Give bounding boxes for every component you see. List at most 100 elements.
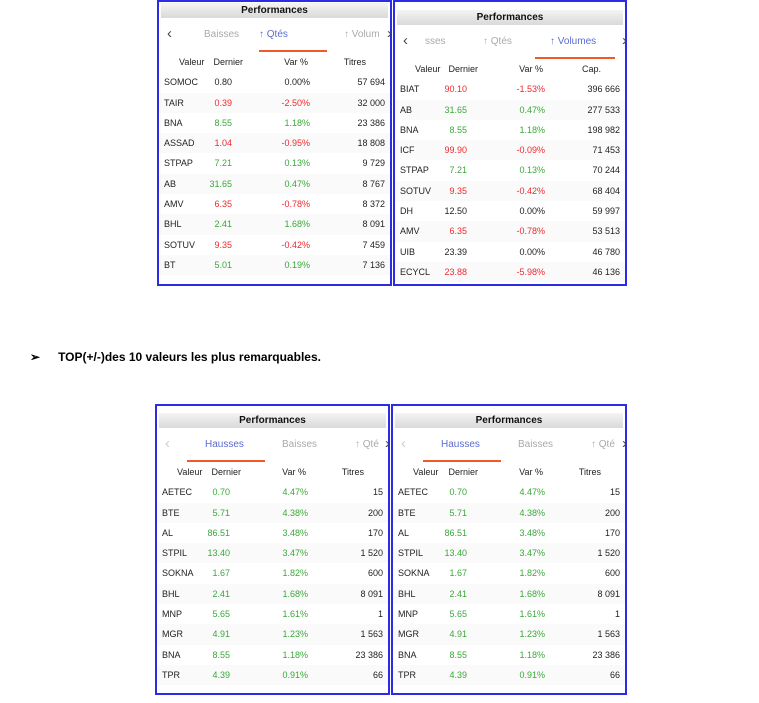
cell-dernier: 8.55 <box>214 117 232 128</box>
table-row[interactable]: SOTUV 9.35 -0.42% 7 459 <box>159 235 390 255</box>
chevron-left-icon[interactable]: ‹ <box>167 25 172 42</box>
cell-valeur: AL <box>398 527 410 538</box>
cell-var: 1.68% <box>519 588 545 599</box>
cell-var: 4.47% <box>519 487 545 498</box>
table-row[interactable]: BIAT 90.10 -1.53% 396 666 <box>395 79 625 99</box>
cell-dernier: 1.67 <box>449 568 467 579</box>
table-row[interactable]: SOKNA 1.67 1.82% 600 <box>157 563 388 583</box>
cell-dernier: 2.41 <box>214 219 232 230</box>
cell-var: 4.38% <box>282 507 308 518</box>
chevron-right-icon[interactable]: › <box>622 435 627 452</box>
table-row[interactable]: AETEC 0.70 4.47% 15 <box>393 482 625 502</box>
tab-1[interactable]: ↑ Qtés <box>483 36 512 47</box>
cell-var: 1.23% <box>519 629 545 640</box>
tab-1[interactable]: Baisses <box>282 439 318 450</box>
performances-panel: Performances ‹ sses ↑ Qtés ↑ Volumes › Valeur D… <box>393 0 627 286</box>
table-row[interactable]: BNA 8.55 1.18% 198 982 <box>395 120 625 140</box>
cell-amount: 600 <box>367 568 383 579</box>
table-row[interactable]: BNA 8.55 1.18% 23 386 <box>157 645 388 665</box>
table-row[interactable]: BHL 2.41 1.68% 8 091 <box>157 583 388 605</box>
table-row[interactable]: STPAP 7.21 0.13% 9 729 <box>159 153 390 173</box>
tab-2[interactable]: ↑ Qté <box>591 439 615 450</box>
table-row[interactable]: AMV 6.35 -0.78% 53 513 <box>395 221 625 242</box>
table-row[interactable]: AB 31.65 0.47% 8 767 <box>159 173 390 195</box>
table-row[interactable]: TAIR 0.39 -2.50% 32 000 <box>159 92 390 113</box>
table-row[interactable]: TPR 4.39 0.91% 66 <box>157 664 388 686</box>
chevron-left-icon[interactable]: ‹ <box>403 32 408 49</box>
table-row[interactable]: AB 31.65 0.47% 277 533 <box>395 99 625 120</box>
cell-var: 1.18% <box>519 124 545 135</box>
table-row[interactable]: BHL 2.41 1.68% 8 091 <box>393 583 625 605</box>
cell-valeur: STPIL <box>162 548 188 559</box>
chevron-right-icon[interactable]: › <box>387 25 392 42</box>
cell-dernier: 1.04 <box>214 138 232 149</box>
cell-valeur: AETEC <box>398 487 429 498</box>
chevron-right-icon[interactable]: › <box>385 435 390 452</box>
tab-0[interactable]: sses <box>425 36 446 47</box>
tab-2[interactable]: ↑ Volumes <box>550 36 597 47</box>
chevron-left-icon[interactable]: ‹ <box>165 435 170 452</box>
cell-amount: 1 <box>377 609 383 620</box>
cell-amount: 53 513 <box>592 226 620 237</box>
table-row[interactable]: SOTUV 9.35 -0.42% 68 404 <box>395 180 625 202</box>
cell-valeur: SOKNA <box>162 568 194 579</box>
cell-dernier: 0.80 <box>214 77 232 88</box>
active-tab-underline <box>423 460 501 462</box>
table-row[interactable]: MGR 4.91 1.23% 1 563 <box>157 624 388 645</box>
tab-0[interactable]: Hausses <box>441 439 480 450</box>
table-row[interactable]: ECYCL 23.88 -5.98% 46 136 <box>395 261 625 283</box>
table-row[interactable]: AETEC 0.70 4.47% 15 <box>157 482 388 502</box>
table-row[interactable]: BT 5.01 0.19% 7 136 <box>159 254 390 276</box>
tab-1[interactable]: Baisses <box>518 439 554 450</box>
tab-0[interactable]: Hausses <box>205 439 244 450</box>
cell-amount: 170 <box>604 527 620 538</box>
cell-var: 1.61% <box>519 609 545 620</box>
table-row[interactable]: MGR 4.91 1.23% 1 563 <box>393 624 625 645</box>
cell-dernier: 6.35 <box>449 226 467 237</box>
table-row[interactable]: AL 86.51 3.48% 170 <box>393 523 625 543</box>
cell-dernier: 6.35 <box>214 199 232 210</box>
table-row[interactable]: MNP 5.65 1.61% 1 <box>157 604 388 624</box>
cell-var: 4.47% <box>282 487 308 498</box>
table-row[interactable]: SOMOC 0.80 0.00% 57 694 <box>159 72 390 92</box>
chevron-right-icon[interactable]: › <box>622 32 627 49</box>
cell-valeur: BTE <box>398 507 416 518</box>
chevron-left-icon[interactable]: ‹ <box>401 435 406 452</box>
tab-0[interactable]: Baisses <box>204 29 240 40</box>
table-row[interactable]: ICF 99.90 -0.09% 71 453 <box>395 140 625 161</box>
column-header: Dernier <box>213 57 243 67</box>
cell-var: 1.18% <box>519 649 545 660</box>
table-row[interactable]: BHL 2.41 1.68% 8 091 <box>159 214 390 235</box>
table-row[interactable]: AL 86.51 3.48% 170 <box>157 523 388 543</box>
table-row[interactable]: STPIL 13.40 3.47% 1 520 <box>393 543 625 564</box>
table-row[interactable]: MNP 5.65 1.61% 1 <box>393 604 625 624</box>
table-row[interactable]: SOKNA 1.67 1.82% 600 <box>393 563 625 583</box>
cell-valeur: SOTUV <box>400 185 432 196</box>
tab-2[interactable]: ↑ Volum <box>344 29 380 40</box>
tab-1[interactable]: ↑ Qtés <box>259 29 288 40</box>
table-row[interactable]: STPIL 13.40 3.47% 1 520 <box>157 543 388 564</box>
table-row[interactable]: BNA 8.55 1.18% 23 386 <box>393 645 625 665</box>
cell-amount: 68 404 <box>592 185 620 196</box>
cell-var: -0.95% <box>281 138 310 149</box>
table-row[interactable]: AMV 6.35 -0.78% 8 372 <box>159 194 390 214</box>
table-row[interactable]: UIB 23.39 0.00% 46 780 <box>395 242 625 262</box>
table-row[interactable]: BTE 5.71 4.38% 200 <box>157 502 388 523</box>
cell-dernier: 86.51 <box>207 527 230 538</box>
table-row[interactable]: ASSAD 1.04 -0.95% 18 808 <box>159 133 390 154</box>
table-row[interactable]: BTE 5.71 4.38% 200 <box>393 502 625 523</box>
table-row[interactable]: DH 12.50 0.00% 59 997 <box>395 201 625 221</box>
table-row[interactable]: BNA 8.55 1.18% 23 386 <box>159 113 390 133</box>
cell-var: 3.48% <box>519 527 545 538</box>
cell-valeur: BIAT <box>400 84 420 95</box>
cell-var: -0.42% <box>516 185 545 196</box>
active-tab-underline <box>259 50 327 52</box>
cell-valeur: STPAP <box>164 158 193 169</box>
cell-valeur: SOMOC <box>164 77 199 88</box>
performances-panel: Performances ‹ Baisses ↑ Qtés ↑ Volum › Valeur… <box>157 0 392 286</box>
table-row[interactable]: STPAP 7.21 0.13% 70 244 <box>395 160 625 180</box>
tab-2[interactable]: ↑ Qté <box>355 439 379 450</box>
cell-valeur: DH <box>400 206 413 217</box>
cell-valeur: ICF <box>400 145 415 156</box>
table-row[interactable]: TPR 4.39 0.91% 66 <box>393 664 625 686</box>
